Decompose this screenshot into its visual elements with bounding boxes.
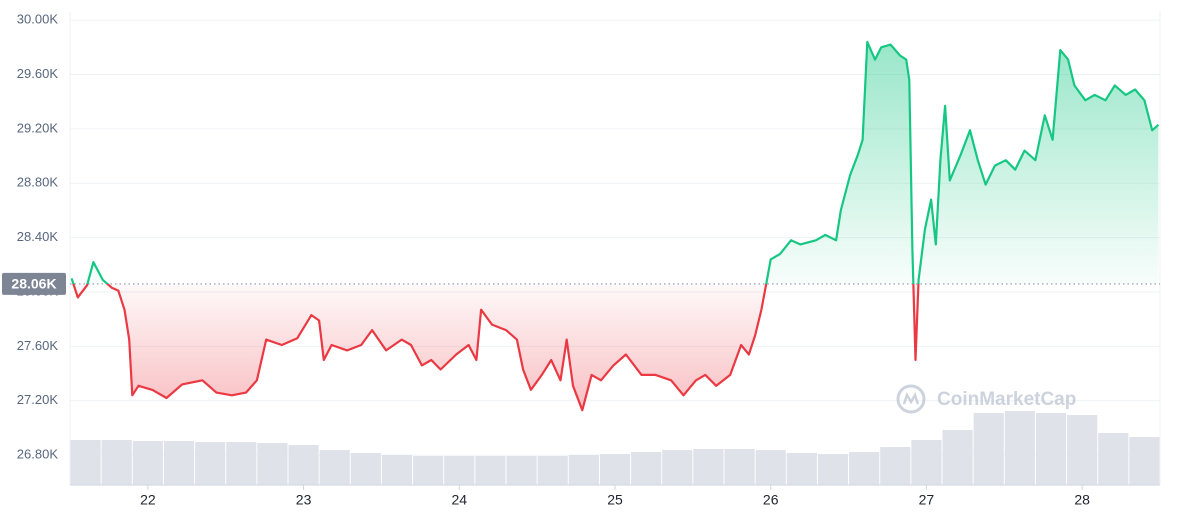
volume-bar — [568, 455, 599, 485]
volume-bar — [132, 441, 163, 485]
volume-bar — [786, 453, 817, 485]
volume-bar — [849, 452, 880, 485]
y-tick-label: 27.60K — [17, 338, 59, 353]
y-tick-label: 28.40K — [17, 229, 59, 244]
volume-bar — [631, 452, 662, 485]
volume-bar — [101, 440, 132, 485]
volume-bar — [350, 453, 381, 485]
volume-bar — [693, 449, 724, 485]
volume-bar — [880, 447, 911, 485]
watermark-logo-mark — [902, 391, 920, 405]
watermark-text: CoinMarketCap — [937, 389, 1076, 410]
x-tick-label: 24 — [451, 492, 467, 508]
x-tick-label: 28 — [1074, 492, 1090, 508]
x-tick-label: 25 — [607, 492, 623, 508]
volume-bar — [1004, 411, 1035, 485]
volume-bar — [195, 442, 226, 485]
volume-bar — [1098, 433, 1129, 485]
volume-bar — [319, 450, 350, 485]
volume-bar — [226, 442, 257, 485]
price-area — [71, 41, 1159, 411]
volume-bars — [70, 411, 1160, 485]
x-tick-label: 22 — [140, 492, 156, 508]
volume-bar — [599, 454, 631, 485]
volume-bar — [257, 443, 288, 485]
baseline-label-box — [2, 272, 66, 295]
watermark: CoinMarketCap — [896, 384, 1076, 414]
volume-bar — [288, 445, 319, 485]
axes: 26.80K27.20K27.60K28.00K28.40K28.80K29.2… — [2, 12, 1160, 508]
volume-bar — [506, 456, 537, 485]
volume-bar — [973, 413, 1004, 485]
volume-bar — [942, 430, 973, 485]
volume-bar — [1035, 413, 1067, 485]
x-tick-label: 27 — [919, 492, 935, 508]
y-tick-label: 29.20K — [17, 120, 59, 135]
x-tick-label: 23 — [296, 492, 312, 508]
x-tick-label: 26 — [763, 492, 779, 508]
volume-bar — [475, 456, 506, 485]
volume-bar — [662, 450, 693, 485]
volume-bar — [1067, 415, 1098, 485]
y-tick-label: 29.60K — [17, 66, 59, 81]
y-tick-label: 28.80K — [17, 175, 59, 190]
volume-bar — [1129, 437, 1160, 485]
volume-bar — [724, 449, 755, 485]
y-tick-label: 26.80K — [17, 447, 59, 462]
volume-bar — [444, 456, 475, 485]
watermark-logo — [896, 384, 926, 414]
y-tick-label: 30.00K — [17, 12, 59, 27]
plot — [70, 40, 1160, 412]
volume-bar — [755, 450, 786, 485]
price-line — [70, 40, 1160, 412]
y-tick-label: 27.20K — [17, 392, 59, 407]
volume-bar — [537, 456, 568, 485]
volume-bar — [163, 441, 195, 485]
volume-bar — [911, 440, 942, 485]
volume-bar — [70, 440, 101, 485]
baseline-label: 28.06K — [11, 276, 56, 292]
volume-bar — [381, 455, 413, 485]
volume-bar — [413, 456, 444, 485]
volume-bar — [817, 454, 849, 485]
